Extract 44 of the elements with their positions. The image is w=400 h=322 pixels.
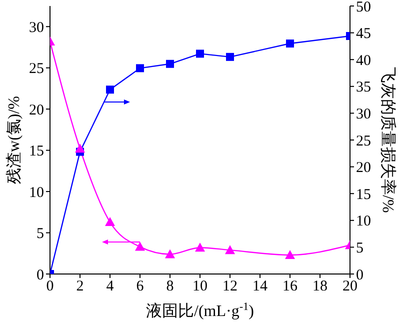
y-tick-label: 10	[29, 184, 44, 201]
y2-tick-label: 15	[356, 186, 371, 203]
x-tick-label: 12	[222, 278, 238, 295]
point	[135, 242, 145, 251]
y-tick-label: 20	[29, 102, 44, 118]
x-tick-label: 10	[192, 278, 208, 295]
y2-tick-label: 20	[356, 160, 371, 176]
y2-tick-label: 25	[356, 133, 371, 150]
x-tick-label: 18	[312, 278, 328, 295]
y-tick-label: 15	[29, 144, 44, 160]
point	[226, 52, 234, 61]
y2-tick-label: 10	[356, 214, 371, 230]
y2-tick-label: 0	[356, 267, 364, 284]
y2-tick-label: 35	[356, 80, 371, 96]
x-tick-label: 4	[106, 278, 114, 295]
x-tick-label: 20	[342, 278, 358, 295]
point	[105, 217, 115, 226]
point	[165, 249, 175, 258]
point	[166, 60, 174, 68]
x-tick-label: 16	[282, 278, 298, 295]
y2-tick-label: 40	[356, 52, 371, 69]
point	[286, 40, 294, 48]
y-axis-title: 残渣w(氯)/%	[4, 96, 22, 184]
x-tick-label: 8	[166, 278, 174, 295]
y2-tick-label: 45	[356, 26, 371, 42]
point	[75, 144, 85, 153]
y-tick-label: 30	[29, 20, 44, 36]
y2-axis-title: 飞灰的质量损失率/%	[380, 67, 398, 213]
x-tick-label: 14	[252, 278, 268, 295]
y2-tick-label: 50	[356, 0, 371, 16]
x-tick-label: 2	[76, 278, 84, 295]
point	[106, 86, 114, 94]
point	[136, 64, 144, 72]
x-axis-title: 液固比/(mL·g$^{-1}$)	[146, 301, 254, 320]
point	[196, 50, 204, 58]
y2-tick-label: 5	[356, 240, 364, 257]
x-tick-label: 6	[136, 278, 144, 295]
point	[225, 245, 235, 254]
y-tick-label: 0	[36, 267, 44, 284]
point	[195, 242, 205, 252]
y-tick-label: 25	[29, 61, 44, 78]
y-tick-label: 5	[36, 226, 44, 242]
y2-tick-label: 30	[356, 106, 371, 123]
point	[285, 250, 295, 260]
